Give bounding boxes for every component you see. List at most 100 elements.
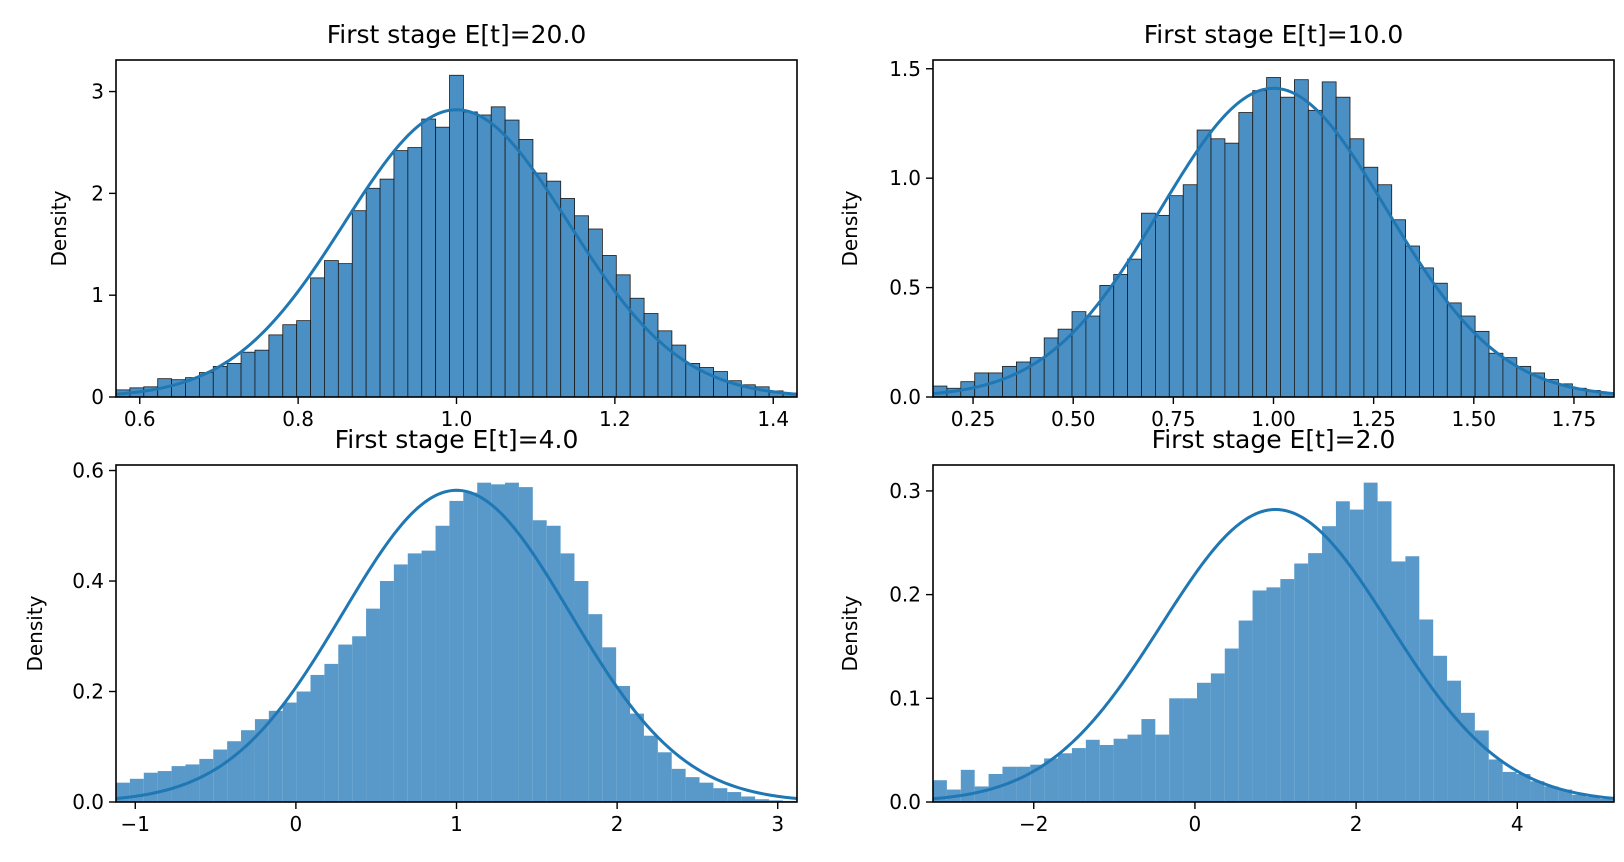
histogram-bar <box>185 764 200 802</box>
histogram-bar <box>518 487 533 802</box>
histogram-bar <box>615 274 631 397</box>
histogram-bar <box>407 553 422 802</box>
histogram-bar <box>741 796 756 802</box>
x-tick-label: 3 <box>771 812 784 836</box>
density-curve <box>116 108 797 396</box>
density-curve <box>116 488 797 801</box>
histogram-bar <box>157 771 172 802</box>
histogram-bar <box>1266 77 1281 397</box>
histogram-bar <box>1238 620 1253 802</box>
histogram-bar <box>1391 219 1407 397</box>
histogram-bar <box>1016 766 1031 802</box>
y-axis-label: Density <box>838 190 862 266</box>
histogram-bar <box>699 782 714 802</box>
histogram-bar <box>463 111 478 397</box>
histogram-bar <box>1419 619 1434 802</box>
y-tick-label: 0.6 <box>72 459 104 483</box>
subplot-2: 0.25 0.50 0.75 1.00 1.25 1.50 1.75 0.0 0.5 1.0 1.5… <box>838 20 1615 431</box>
y-tick-label: 0.0 <box>889 385 921 409</box>
y-tick-label: 0.0 <box>889 790 921 814</box>
histogram-bar <box>282 702 297 802</box>
histogram-bar <box>1308 553 1323 802</box>
histogram-bar <box>713 371 728 397</box>
histogram-bar <box>1113 274 1129 397</box>
x-tick-label: 1.50 <box>1452 407 1497 431</box>
y-tick-label: 1 <box>91 283 104 307</box>
histogram-bar <box>1085 315 1101 397</box>
histogram-bar <box>1349 509 1364 802</box>
histogram-bar <box>671 768 686 802</box>
histogram-bar <box>1363 482 1378 802</box>
histogram-bar <box>505 482 519 802</box>
histogram-bar <box>352 636 367 802</box>
histogram-bar <box>1252 90 1268 397</box>
histogram-bar <box>337 263 353 397</box>
histogram-bar <box>1182 184 1198 397</box>
y-tick-label: 0.3 <box>889 479 921 503</box>
histogram-bar <box>393 564 408 802</box>
histogram-bar <box>727 792 742 802</box>
x-tick-label: 4 <box>1511 812 1524 836</box>
density-curve <box>933 507 1614 801</box>
histogram-bar <box>643 735 658 802</box>
histogram-bar <box>296 320 311 397</box>
y-tick-label: 0.2 <box>889 583 921 607</box>
histogram-bar <box>1322 526 1336 802</box>
histogram-bar <box>1196 682 1211 802</box>
histogram-bar <box>532 172 548 397</box>
histogram-bar <box>1294 563 1309 802</box>
histogram-bar <box>1391 561 1406 802</box>
histogram-bar <box>1099 284 1115 397</box>
histogram-bar <box>1280 579 1295 802</box>
histogram-bar <box>1433 655 1448 802</box>
y-tick-label: 0.1 <box>889 686 921 710</box>
histogram-bar <box>560 553 575 802</box>
histogram-bar <box>1307 109 1323 397</box>
histogram-bar <box>129 778 144 802</box>
x-tick-label: 1.4 <box>757 407 789 431</box>
x-tick-label: 0 <box>1189 812 1202 836</box>
x-tick-label: −1 <box>121 812 150 836</box>
histogram-bar <box>310 277 325 397</box>
histogram-bar <box>351 210 367 397</box>
histogram-bar <box>1085 739 1100 802</box>
x-tick-label: 1.00 <box>1251 407 1296 431</box>
y-tick-label: 2 <box>91 181 104 205</box>
histogram-bar <box>1030 764 1045 802</box>
histogram-bar <box>476 114 492 397</box>
histogram-bar <box>532 520 547 802</box>
histogram-bar <box>407 147 423 397</box>
histogram-bar <box>574 581 589 802</box>
histogram-bar <box>504 119 520 397</box>
x-tick-label: 1.0 <box>441 407 473 431</box>
histogram-bar <box>602 647 617 802</box>
histogram-bar <box>212 366 228 397</box>
histogram-bar <box>1335 501 1350 802</box>
histogram-bar <box>1252 590 1267 802</box>
subplot-1: 0.6 0.8 1.0 1.2 1.4 0 1 2 3 Density First stage E[… <box>47 20 798 431</box>
histogram-bar <box>1002 365 1017 397</box>
y-axis-label: Density <box>47 190 71 266</box>
histogram-bar <box>449 500 464 802</box>
histogram-bar <box>366 608 380 802</box>
y-axis-label: Density <box>23 595 47 671</box>
x-tick-label: 1.2 <box>599 407 631 431</box>
y-axis-label: Density <box>838 595 862 671</box>
histogram-bar <box>1349 138 1365 397</box>
x-tick-label: 1.25 <box>1351 407 1396 431</box>
histogram-bar <box>254 719 269 802</box>
subplot-title: First stage E[t]=10.0 <box>1144 20 1404 49</box>
histogram-bar <box>435 126 450 397</box>
histogram-bar <box>1224 142 1240 397</box>
y-tick-label: 0 <box>91 385 104 409</box>
histogram-bar <box>1586 796 1600 802</box>
histogram-bar <box>1266 587 1281 802</box>
histogram-bar <box>518 139 534 397</box>
histogram-bar <box>1238 112 1254 397</box>
histogram-bar <box>1530 781 1545 802</box>
y-tick-label: 3 <box>91 80 104 104</box>
histogram-bar <box>1155 214 1170 397</box>
histogram-bar <box>143 772 158 802</box>
histogram-bar <box>379 581 394 802</box>
